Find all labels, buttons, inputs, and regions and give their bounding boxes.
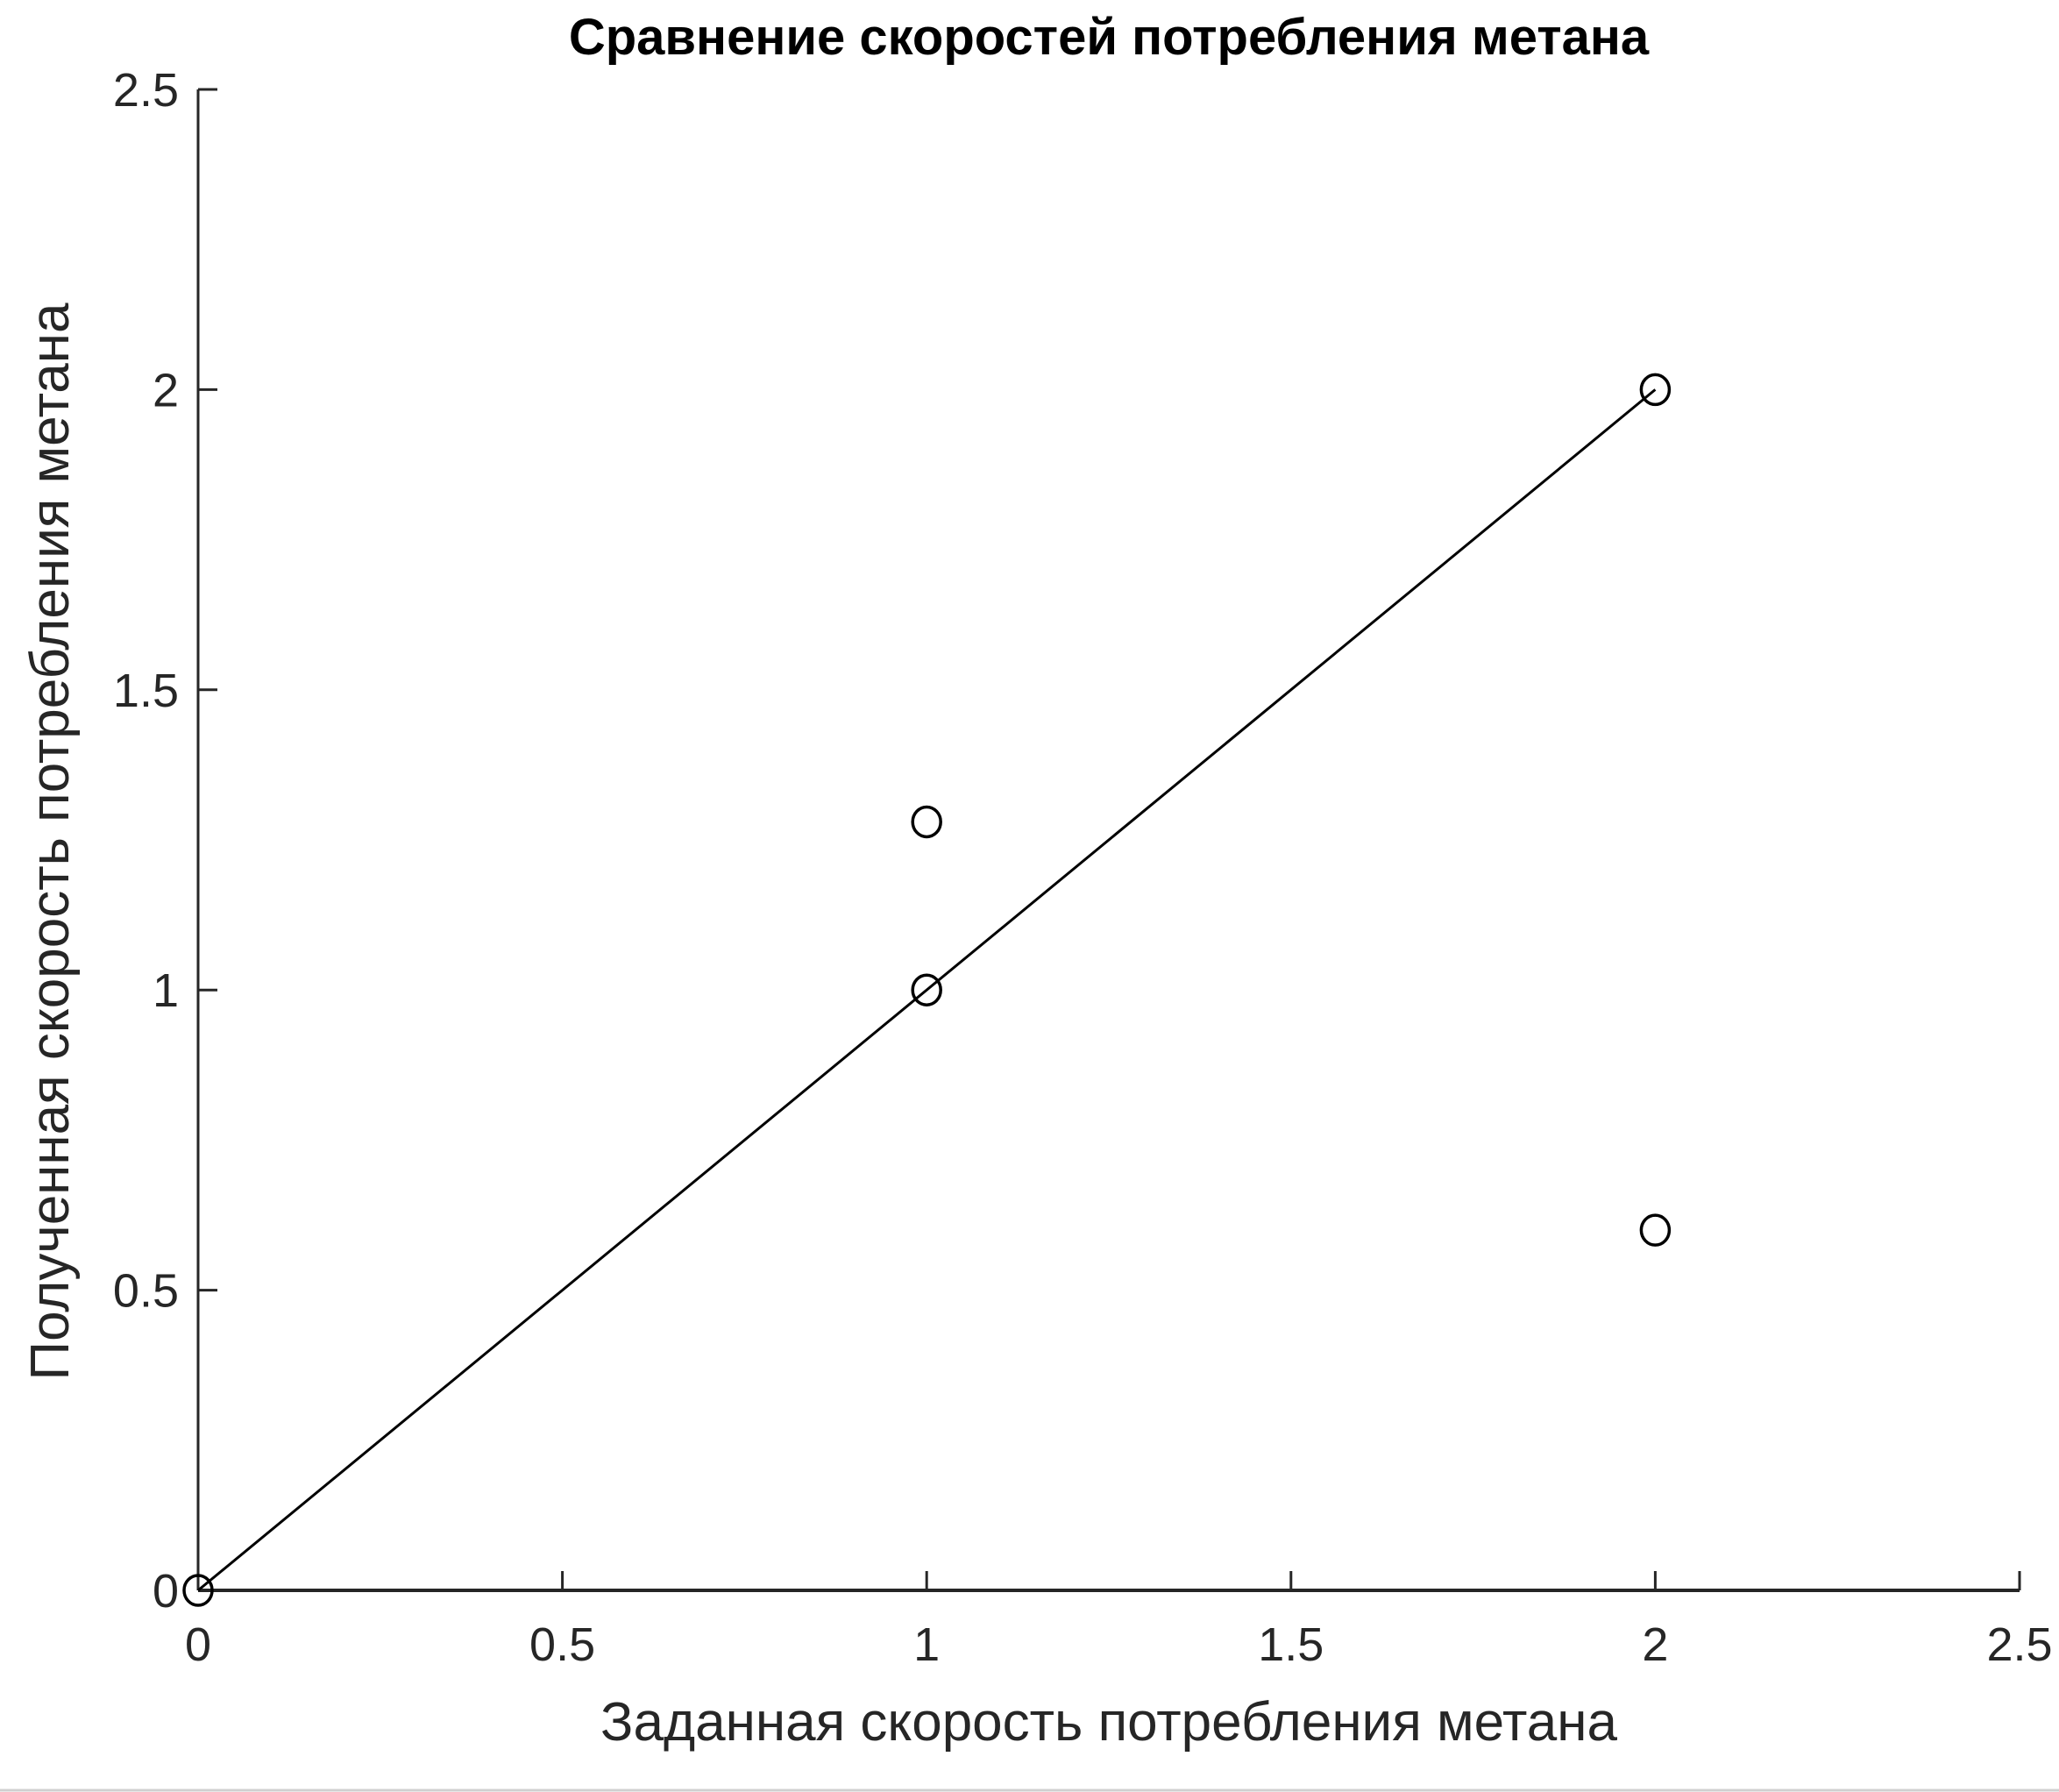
chart-title: Сравнение скоростей потребления метана <box>569 9 1650 66</box>
data-point <box>182 1574 214 1607</box>
y-tick-label: 2 <box>153 364 179 416</box>
x-tick-label: 0 <box>185 1618 211 1671</box>
data-point <box>911 805 942 839</box>
x-tick-label: 0.5 <box>529 1618 595 1671</box>
x-tick-label: 2 <box>1642 1618 1668 1671</box>
y-tick-label: 1 <box>153 964 179 1017</box>
x-tick-label: 1 <box>913 1618 940 1671</box>
reference-line <box>197 388 1657 1592</box>
data-point <box>911 973 942 1006</box>
y-tick-label: 2.5 <box>113 64 179 117</box>
axes: 0 0.5 1 1.5 2 2.5 0 0.5 1 1.5 2 2.5 <box>113 64 2053 1671</box>
y-tick-label: 0.5 <box>113 1265 179 1318</box>
plot-marks <box>182 373 1672 1607</box>
y-tick-label: 0 <box>153 1565 179 1618</box>
y-axis-label: Полученная скорость потребления метана <box>20 302 81 1380</box>
data-point <box>1639 373 1672 407</box>
data-point <box>1639 1213 1672 1247</box>
x-axis-label: Заданная скорость потребления метана <box>600 1692 1617 1753</box>
x-tick-label: 2.5 <box>1986 1618 2052 1671</box>
y-tick-label: 1.5 <box>113 665 179 717</box>
x-tick-label: 1.5 <box>1258 1618 1324 1671</box>
